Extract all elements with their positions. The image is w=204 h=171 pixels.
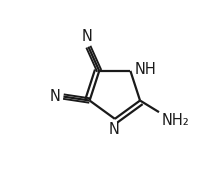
Text: NH: NH: [135, 62, 156, 77]
Text: N: N: [82, 29, 93, 44]
Text: N: N: [50, 89, 61, 104]
Text: N: N: [109, 122, 119, 137]
Text: NH₂: NH₂: [162, 113, 189, 128]
